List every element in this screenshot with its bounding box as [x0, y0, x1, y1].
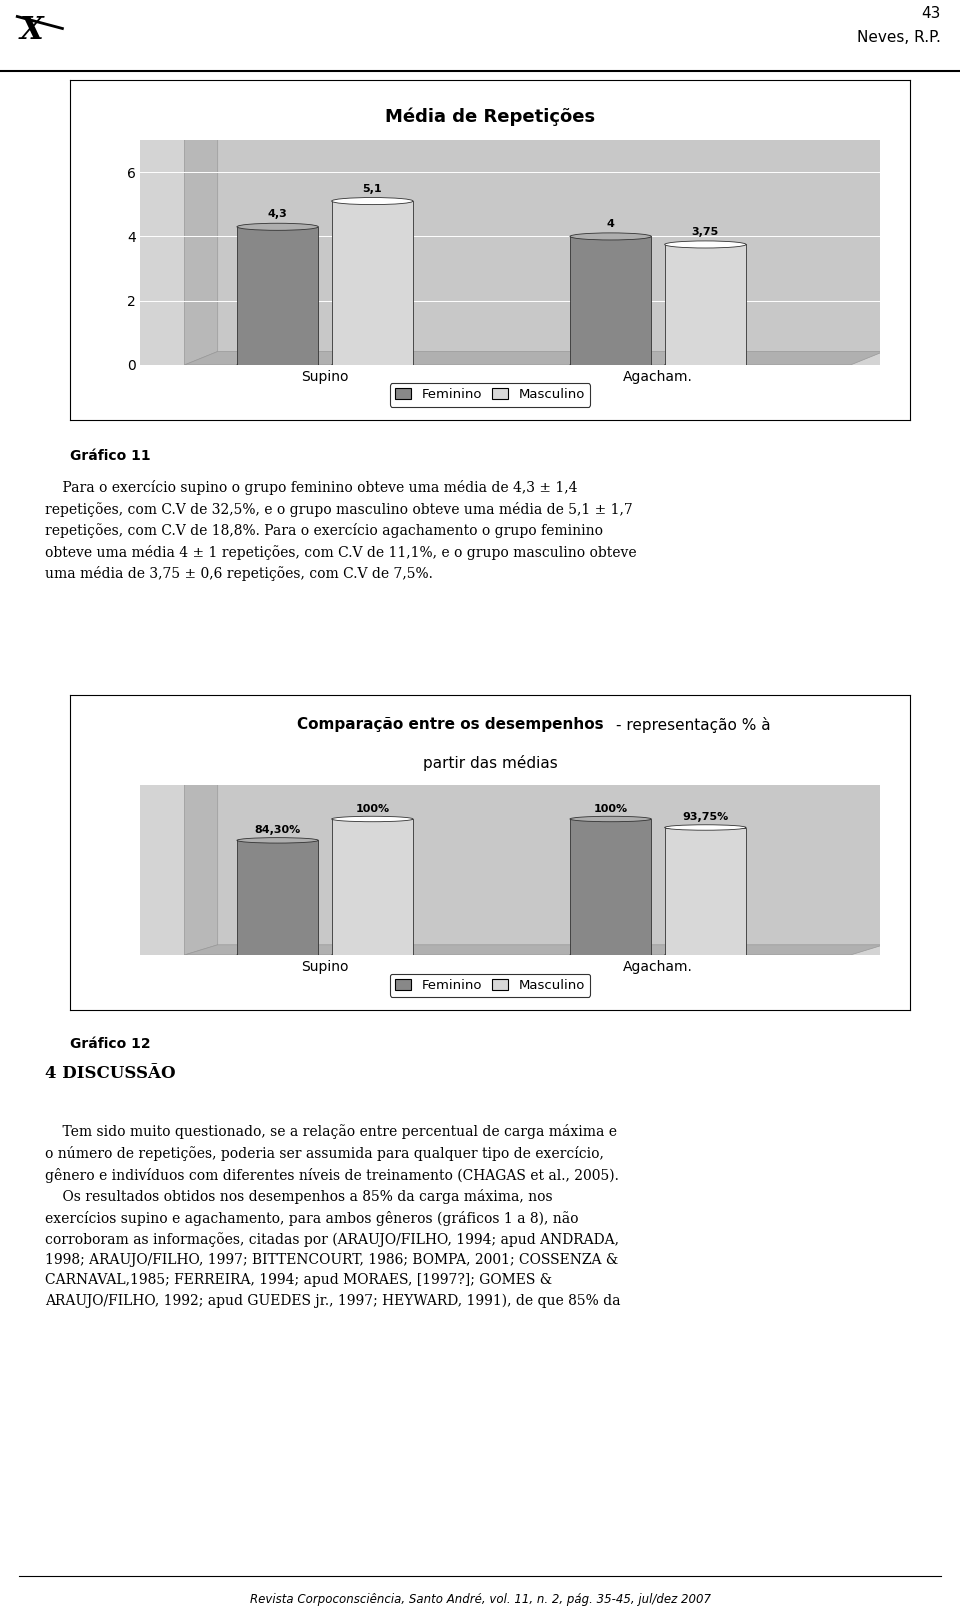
Bar — [237, 227, 319, 365]
Polygon shape — [184, 775, 218, 955]
Ellipse shape — [570, 952, 651, 958]
Text: - representação % à: - representação % à — [616, 716, 771, 733]
Ellipse shape — [570, 361, 651, 368]
Text: Comparação entre os desempenhos: Comparação entre os desempenhos — [297, 716, 604, 733]
Legend: Feminino, Masculino: Feminino, Masculino — [390, 974, 590, 997]
Text: 3,75: 3,75 — [692, 227, 719, 237]
Text: 4: 4 — [607, 219, 614, 229]
Text: 5,1: 5,1 — [363, 183, 382, 193]
Ellipse shape — [570, 817, 651, 822]
Text: partir das médias: partir das médias — [422, 755, 558, 772]
Ellipse shape — [664, 952, 746, 958]
Polygon shape — [184, 126, 218, 365]
Ellipse shape — [331, 198, 413, 204]
Ellipse shape — [237, 361, 319, 368]
Text: 100%: 100% — [355, 804, 390, 814]
Bar — [237, 840, 319, 955]
Text: 4 DISCUSSÃO: 4 DISCUSSÃO — [45, 1065, 176, 1081]
Text: Para o exercício supino o grupo feminino obteve uma média de 4,3 ± 1,4
repetiçõe: Para o exercício supino o grupo feminino… — [45, 480, 636, 582]
Ellipse shape — [570, 233, 651, 240]
Text: Comparação entre os desempenhos: Comparação entre os desempenhos — [297, 716, 609, 733]
Ellipse shape — [237, 838, 319, 843]
Polygon shape — [218, 775, 884, 945]
Text: X: X — [19, 15, 43, 45]
Text: Tem sido muito questionado, se a relação entre percentual de carga máxima e
o nú: Tem sido muito questionado, se a relação… — [45, 1125, 620, 1308]
Ellipse shape — [237, 224, 319, 230]
Ellipse shape — [331, 817, 413, 822]
Text: Média de Repetições: Média de Repetições — [385, 107, 595, 126]
Text: Neves, R.P.: Neves, R.P. — [857, 31, 941, 45]
Ellipse shape — [664, 242, 746, 248]
Ellipse shape — [664, 361, 746, 368]
Polygon shape — [184, 945, 884, 955]
Text: 43: 43 — [922, 6, 941, 21]
Ellipse shape — [331, 952, 413, 958]
Ellipse shape — [664, 825, 746, 830]
Bar — [570, 237, 651, 365]
Text: Revista Corpoconsciência, Santo André, vol. 11, n. 2, pág. 35-45, jul/dez 2007: Revista Corpoconsciência, Santo André, v… — [250, 1593, 710, 1606]
Polygon shape — [184, 352, 884, 365]
Text: 93,75%: 93,75% — [683, 812, 729, 822]
Text: 4,3: 4,3 — [268, 209, 287, 219]
Text: 100%: 100% — [593, 804, 628, 814]
Text: 84,30%: 84,30% — [254, 825, 300, 835]
Ellipse shape — [331, 361, 413, 368]
Bar — [664, 245, 746, 365]
Polygon shape — [218, 126, 884, 352]
Bar — [331, 201, 413, 365]
Bar — [664, 827, 746, 955]
Legend: Feminino, Masculino: Feminino, Masculino — [390, 383, 590, 407]
Text: Gráfico 12: Gráfico 12 — [70, 1037, 151, 1050]
Bar — [331, 819, 413, 955]
Text: Gráfico 11: Gráfico 11 — [70, 449, 151, 464]
Ellipse shape — [237, 952, 319, 958]
Bar — [570, 819, 651, 955]
